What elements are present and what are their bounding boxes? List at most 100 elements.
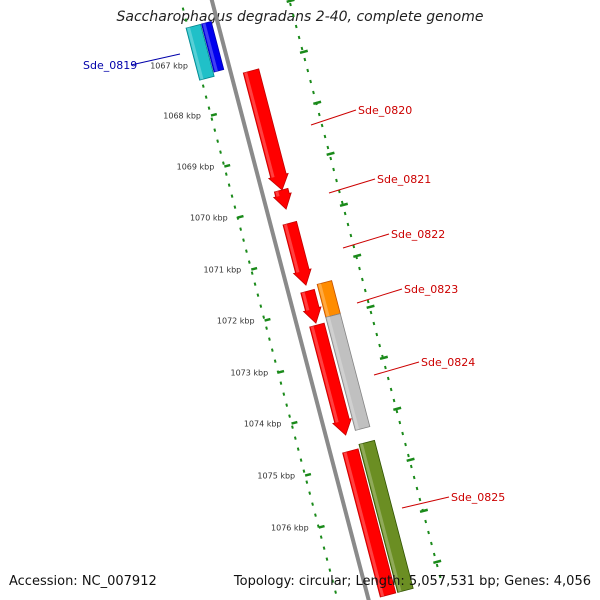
inner-scale-track-dot — [268, 337, 271, 341]
outer-scale-track-dot — [323, 134, 327, 139]
inner-scale-track-dot — [282, 392, 286, 396]
gene-leader-line — [401, 496, 450, 509]
outer-scale-track-dot — [389, 387, 393, 392]
accession-text: Accession: NC_007912 — [9, 574, 157, 589]
inner-scale-track-dot — [224, 172, 228, 176]
outer-scale-track-dot — [430, 541, 433, 546]
inner-scale-track-dot — [288, 414, 291, 418]
outer-scale-track-dot — [326, 145, 330, 150]
outer-scale-track-dot — [407, 453, 410, 458]
gene-block-sde-0819-shine — [202, 23, 218, 72]
gene-block-cyan — [185, 23, 215, 81]
outer-scale-track-dot — [346, 222, 350, 227]
genome-backbone — [209, 0, 371, 600]
outer-scale-track-dot — [297, 35, 301, 40]
outer-major-tick — [339, 202, 349, 207]
axis-label: 1076 kbp — [271, 524, 309, 533]
major-tick — [304, 472, 312, 477]
inner-scale-track-dot — [207, 106, 211, 110]
axis-label: 1067 kbp — [150, 62, 188, 71]
inner-scale-track-dot — [328, 568, 332, 572]
inner-scale-track-dot — [319, 535, 323, 539]
gene-leader-line — [356, 288, 403, 304]
gene-leader-line — [328, 178, 376, 194]
gene-label-sde-0819: Sde_0819 — [83, 59, 137, 72]
inner-scale-track-dot — [239, 227, 243, 231]
gene-block-grey — [325, 313, 371, 431]
axis-label: 1071 kbp — [204, 266, 242, 275]
outer-major-tick — [286, 0, 295, 3]
inner-scale-track-dot — [242, 238, 245, 242]
major-tick — [210, 112, 218, 117]
inner-scale-track-dot — [293, 436, 297, 440]
inner-scale-track-dot — [181, 7, 185, 11]
inner-scale-track-dot — [296, 447, 300, 451]
outer-scale-track-dot — [294, 24, 298, 29]
inner-scale-track-dot — [322, 546, 326, 550]
major-tick — [291, 420, 298, 425]
gene-block-sde-0824 — [309, 322, 352, 436]
axis-label: 1072 kbp — [217, 317, 255, 326]
outer-scale-track-dot — [289, 2, 292, 7]
gene-block-sde-0825 — [342, 448, 397, 598]
outer-scale-track-dot — [424, 519, 428, 524]
outer-scale-track-dot — [398, 420, 402, 425]
inner-scale-track-dot — [302, 469, 306, 473]
gene-label-sde-0824: Sde_0824 — [421, 356, 475, 369]
inner-scale-track-dot — [256, 293, 260, 297]
axis-label: 1068 kbp — [163, 112, 201, 121]
gene-block-grey-shine — [326, 316, 360, 431]
inner-scale-track-dot — [222, 161, 225, 165]
axis-label: 1073 kbp — [230, 369, 268, 378]
major-tick — [250, 266, 258, 271]
gene-block-sde-0820 — [242, 68, 289, 191]
gene-leader-line — [130, 53, 181, 66]
gene-block-sde-0819 — [201, 21, 225, 73]
gene-label-sde-0820: Sde_0820 — [358, 104, 412, 117]
major-tick — [224, 163, 231, 168]
gene-block-sde-0823a-shine — [301, 291, 310, 311]
outer-scale-track-dot — [395, 409, 399, 414]
gene-block-sde-0820-shine — [244, 71, 275, 178]
major-tick — [277, 369, 285, 374]
inner-scale-track-dot — [259, 304, 263, 308]
outer-scale-track-dot — [349, 233, 353, 238]
outer-scale-track-dot — [415, 486, 419, 491]
outer-scale-track-dot — [372, 321, 376, 326]
major-tick — [264, 317, 271, 322]
outer-scale-track-dot — [412, 475, 416, 480]
inner-scale-track-dot — [184, 18, 188, 22]
outer-scale-track-dot — [306, 68, 310, 73]
outer-scale-track-dot — [363, 288, 367, 293]
outer-scale-track-dot — [332, 167, 335, 172]
outer-scale-track-dot — [352, 244, 356, 249]
inner-scale-track-dot — [219, 150, 222, 154]
inner-scale-track-dot — [279, 381, 283, 385]
axis-label: 1070 kbp — [190, 214, 228, 223]
outer-scale-track-dot — [375, 332, 379, 337]
outer-scale-track-dot — [300, 46, 304, 51]
gene-label-sde-0821: Sde_0821 — [377, 173, 431, 186]
outer-scale-track-dot — [309, 79, 312, 84]
inner-scale-track-dot — [325, 557, 329, 561]
outer-scale-track-dot — [303, 57, 307, 62]
inner-scale-track-dot — [299, 458, 303, 462]
inner-scale-track-dot — [204, 95, 208, 99]
axis-label: 1074 kbp — [244, 420, 282, 429]
outer-major-tick — [299, 49, 309, 54]
inner-scale-track-dot — [308, 491, 312, 495]
outer-scale-track-dot — [343, 211, 347, 216]
gene-leader-line — [373, 361, 420, 376]
outer-major-tick — [406, 457, 415, 462]
major-tick — [237, 214, 244, 219]
outer-scale-track-dot — [340, 200, 344, 205]
outer-scale-track-dot — [404, 442, 407, 447]
outer-major-tick — [326, 151, 335, 156]
gene-label-sde-0825: Sde_0825 — [451, 491, 505, 504]
gene-block-orange-shine — [318, 283, 330, 318]
inner-scale-track-dot — [334, 590, 337, 594]
outer-scale-track-dot — [384, 365, 387, 370]
outer-major-tick — [353, 253, 362, 258]
inner-scale-track-dot — [230, 194, 234, 198]
outer-scale-track-dot — [358, 266, 361, 271]
